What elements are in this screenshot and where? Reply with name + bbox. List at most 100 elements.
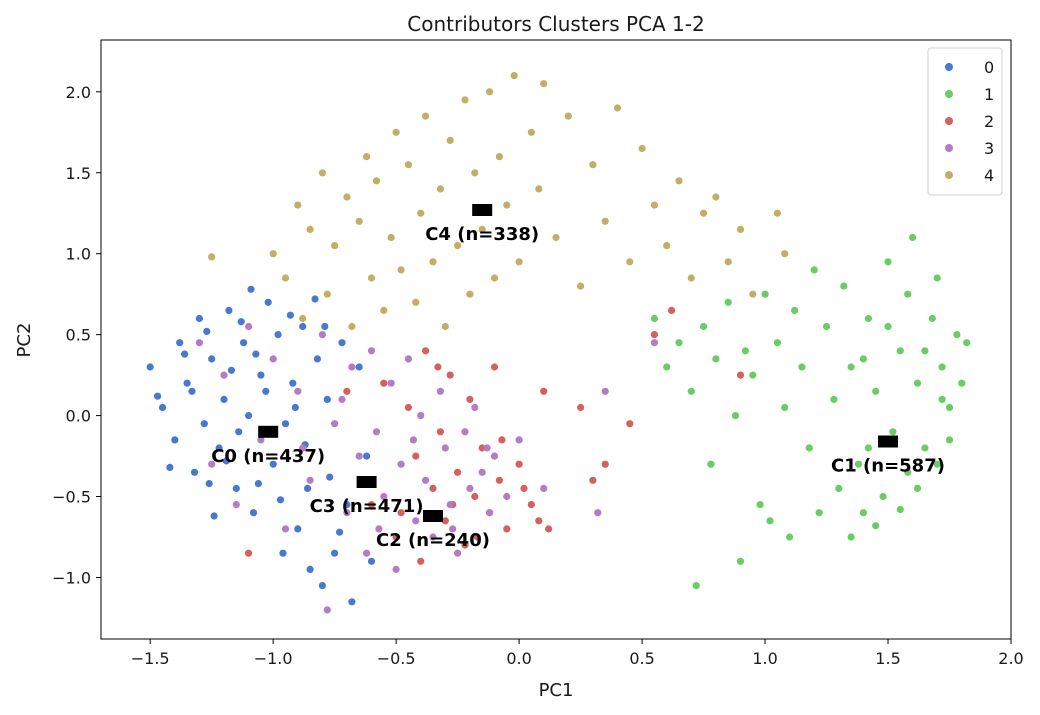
data-point: [805, 444, 813, 452]
data-point: [904, 290, 912, 298]
data-point: [884, 258, 892, 266]
data-point: [392, 128, 400, 136]
data-point: [520, 484, 528, 492]
legend-label: 0: [984, 58, 994, 77]
data-point: [281, 274, 290, 282]
data-point: [190, 468, 199, 476]
data-point: [921, 347, 929, 355]
data-point: [847, 533, 855, 541]
data-point: [299, 314, 307, 323]
data-point: [208, 355, 216, 363]
data-point: [466, 484, 474, 492]
data-point: [363, 549, 371, 557]
data-point: [663, 363, 671, 371]
data-point: [498, 436, 506, 444]
data-point: [896, 505, 904, 514]
data-point: [490, 274, 499, 282]
data-point: [540, 484, 548, 492]
data-point: [355, 217, 363, 225]
data-point: [146, 363, 154, 371]
data-point: [318, 331, 326, 339]
data-point: [252, 350, 260, 358]
data-point: [331, 549, 339, 557]
data-point: [181, 350, 189, 358]
data-point: [412, 452, 420, 460]
data-point: [913, 484, 922, 492]
data-point: [889, 428, 897, 436]
data-point: [331, 242, 339, 250]
y-axis: −1.0 −0.5 0.0 0.5 1.0 1.5 2.0: [52, 83, 101, 587]
data-point: [736, 225, 745, 233]
data-point: [429, 484, 437, 492]
x-tick-label: 0.5: [629, 649, 654, 668]
legend-label: 3: [984, 139, 994, 158]
centroid-label: C1 (n=587): [831, 456, 945, 477]
data-point: [171, 436, 179, 444]
data-point: [286, 311, 294, 319]
data-point: [220, 371, 228, 379]
centroid-label: C4 (n=338): [425, 224, 539, 245]
data-point: [938, 395, 946, 403]
data-point: [909, 233, 917, 242]
data-point: [594, 509, 602, 517]
legend-marker: [945, 144, 953, 152]
centroid-marks: C0 (n=437) C1 (n=587) C2 (n=240) C3 (n=471)…: [211, 204, 945, 551]
series-4: [208, 72, 789, 331]
data-point: [249, 509, 258, 517]
data-point: [336, 528, 344, 536]
series-1: [650, 233, 971, 590]
data-point: [650, 339, 659, 347]
centroid-marker: [472, 204, 493, 216]
data-point: [281, 525, 290, 533]
data-point: [700, 322, 708, 331]
legend-item: 3: [945, 139, 994, 158]
data-point: [195, 314, 203, 323]
data-point: [355, 452, 363, 460]
data-point: [257, 436, 265, 444]
data-point: [304, 484, 312, 492]
data-point: [454, 468, 462, 476]
data-point: [786, 533, 794, 541]
data-point: [434, 363, 442, 371]
data-point: [436, 185, 444, 193]
data-point: [348, 322, 356, 331]
y-tick-label: 2.0: [66, 83, 91, 102]
data-point: [279, 549, 287, 557]
data-point: [367, 274, 376, 282]
data-point: [422, 347, 430, 355]
data-point: [183, 379, 191, 387]
data-point: [264, 298, 272, 306]
data-point: [872, 522, 880, 530]
data-point: [527, 128, 536, 136]
data-point: [326, 473, 334, 481]
data-point: [262, 387, 270, 395]
data-point: [503, 525, 511, 533]
data-point: [254, 480, 262, 488]
data-point: [938, 363, 946, 371]
data-point: [535, 517, 543, 525]
data-point: [577, 403, 585, 412]
data-point: [375, 525, 383, 533]
data-point: [638, 144, 646, 153]
data-point: [810, 266, 818, 274]
data-point: [495, 476, 503, 484]
data-point: [323, 606, 331, 614]
data-point: [363, 452, 371, 460]
data-point: [225, 306, 233, 314]
centroid-marker: [423, 510, 443, 522]
plot-frame: [100, 39, 1012, 640]
data-point: [380, 492, 388, 501]
y-axis-label: PC2: [14, 323, 35, 358]
data-point: [422, 476, 430, 484]
data-point: [741, 347, 750, 355]
data-point: [363, 153, 371, 161]
data-point: [417, 209, 425, 217]
data-point: [736, 371, 745, 379]
data-point: [227, 366, 235, 374]
data-point: [466, 290, 474, 298]
data-point: [515, 436, 523, 444]
data-point: [601, 460, 609, 468]
data-point: [299, 444, 307, 452]
data-point: [380, 379, 388, 387]
